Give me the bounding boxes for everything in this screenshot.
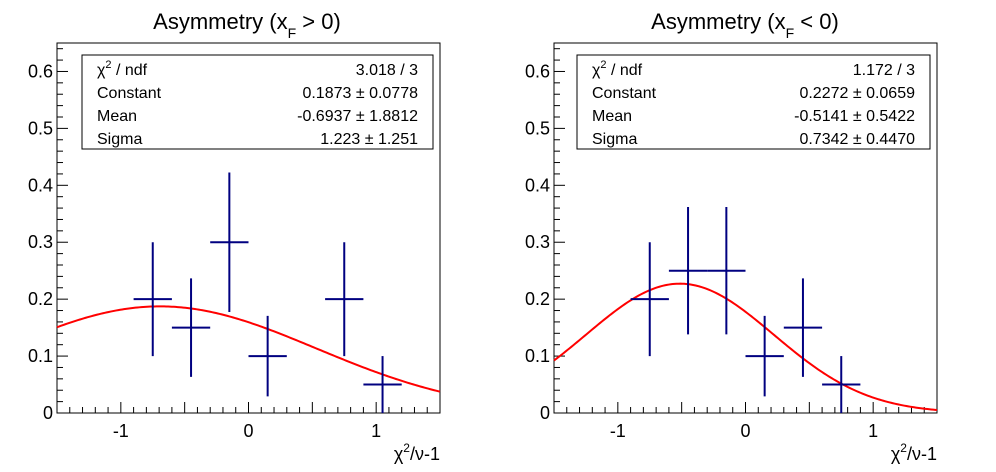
data-point	[745, 315, 784, 397]
x-label-chi: χ	[891, 444, 901, 464]
x-tick-label: -1	[113, 421, 129, 441]
chart-title: Asymmetry (xF > 0)	[153, 9, 341, 41]
stats-label: Sigma	[592, 131, 637, 148]
x-axis-label: χ2/ν-1	[394, 441, 440, 464]
fit-curve	[553, 282, 938, 411]
title-main: Asymmetry (x	[153, 9, 287, 34]
stats-value: 0.1873 ± 0.0778	[302, 85, 418, 102]
stats-value: 0.7342 ± 0.4470	[799, 131, 915, 148]
data-point	[630, 242, 669, 357]
data-point	[210, 172, 249, 312]
y-tick-label: 0.3	[28, 232, 53, 252]
stats-value: -0.6937 ± 1.8812	[297, 108, 418, 125]
fit-curve	[56, 305, 441, 393]
y-tick-label: 0.1	[28, 346, 53, 366]
stats-value: -0.5141 ± 0.5422	[794, 108, 915, 125]
x-axis-label: χ2/ν-1	[891, 441, 937, 464]
chart-panel-1: Asymmetry (xF > 0) 0 0.1 0.2 0.3 0.4 0.5 0.6 -1 0…	[28, 9, 441, 464]
x-label-sup: 2	[900, 441, 907, 455]
title-main: Asymmetry (x	[651, 9, 785, 34]
data-point	[783, 278, 823, 377]
stats-label: Constant	[592, 85, 657, 102]
stats-value: 1.223 ± 1.251	[320, 131, 418, 148]
y-tick-label: 0.3	[525, 232, 550, 252]
stats-label: Mean	[97, 108, 137, 125]
data-point	[363, 356, 402, 413]
y-tick-label: 0.5	[525, 118, 550, 138]
data-point	[171, 278, 211, 377]
data-point	[822, 356, 861, 413]
stats-value: 1.172 / 3	[853, 62, 915, 79]
x-tick-label: 1	[868, 421, 878, 441]
title-rest: < 0)	[794, 9, 839, 34]
stats-label-sup: 2	[105, 59, 111, 71]
stats-label-chi: χ	[592, 62, 601, 79]
y-tick-label: 0.4	[28, 175, 53, 195]
data-point	[133, 242, 172, 357]
chart-panel-2: Asymmetry (xF < 0) 0 0.1 0.2 0.3 0.4 0.5 0.6 -1 0…	[525, 9, 938, 464]
data-point	[707, 207, 746, 335]
y-tick-label: 0	[43, 403, 53, 423]
stats-value: 0.2272 ± 0.0659	[799, 85, 915, 102]
title-subscript: F	[288, 25, 297, 41]
chart-title: Asymmetry (xF < 0)	[651, 9, 839, 41]
stats-box	[576, 54, 931, 150]
y-tick-label: 0.5	[28, 118, 53, 138]
stats-label-chi: χ	[97, 62, 106, 79]
y-tick-label: 0.4	[525, 175, 550, 195]
x-tick-label: 0	[740, 421, 750, 441]
stats-label: Constant	[97, 85, 162, 102]
y-tick-label: 0.6	[28, 61, 53, 81]
data-point	[248, 315, 287, 397]
data-point	[325, 242, 364, 357]
stats-label-sup: 2	[600, 59, 606, 71]
stats-label: χ2 / ndf	[97, 59, 148, 79]
y-tick-label: 0	[540, 403, 550, 423]
x-tick-label: -1	[610, 421, 626, 441]
x-label-rest: /ν-1	[907, 444, 937, 464]
x-tick-label: 1	[371, 421, 381, 441]
stats-label: Mean	[592, 108, 632, 125]
title-subscript: F	[786, 25, 795, 41]
stats-box	[81, 54, 434, 150]
stats-label-rest: / ndf	[607, 62, 643, 79]
stats-label-rest: / ndf	[112, 62, 148, 79]
x-label-sup: 2	[403, 441, 410, 455]
x-label-rest: /ν-1	[410, 444, 440, 464]
x-label-chi: χ	[394, 444, 404, 464]
y-tick-label: 0.2	[28, 289, 53, 309]
stats-value: 3.018 / 3	[356, 62, 418, 79]
y-tick-label: 0.6	[525, 61, 550, 81]
x-tick-label: 0	[243, 421, 253, 441]
stats-label: Sigma	[97, 131, 142, 148]
stats-label: χ2 / ndf	[592, 59, 643, 79]
y-tick-label: 0.2	[525, 289, 550, 309]
title-rest: > 0)	[296, 9, 341, 34]
y-tick-label: 0.1	[525, 346, 550, 366]
data-point	[668, 207, 708, 335]
